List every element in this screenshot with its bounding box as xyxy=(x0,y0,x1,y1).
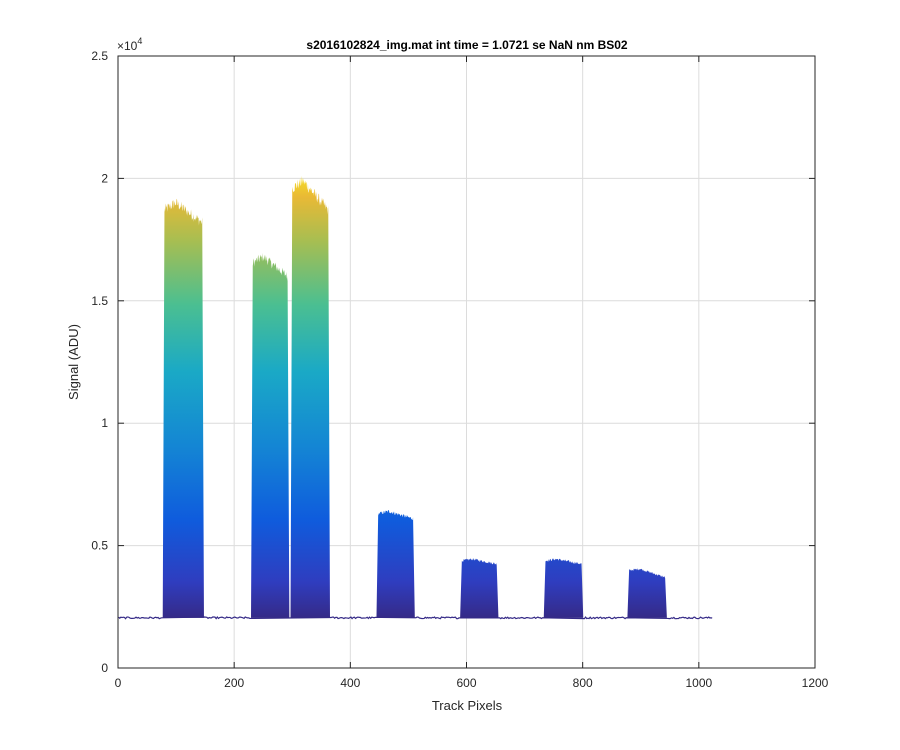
chart-title: s2016102824_img.mat int time = 1.0721 se… xyxy=(306,38,628,52)
signal-block-2 xyxy=(251,252,290,618)
x-tick-label: 600 xyxy=(456,676,476,690)
y-axis-ticks: 0 0.5 1 1.5 2 2.5 xyxy=(91,49,815,675)
y-tick-label: 1 xyxy=(101,416,108,430)
signal-block-1 xyxy=(162,198,204,618)
x-tick-label: 200 xyxy=(224,676,244,690)
signal-block-5 xyxy=(460,558,499,618)
signal-block-7 xyxy=(627,568,667,618)
x-tick-label: 800 xyxy=(573,676,593,690)
baseline-line xyxy=(118,616,713,620)
y-tick-label: 0.5 xyxy=(91,539,108,553)
grid-lines xyxy=(118,56,815,668)
y-exponent-base: ×10 xyxy=(117,39,138,53)
y-axis-label: Signal (ADU) xyxy=(66,324,81,400)
baseline-trace xyxy=(118,616,713,620)
signal-block-6 xyxy=(543,558,584,618)
x-tick-label: 400 xyxy=(340,676,360,690)
x-tick-label: 1000 xyxy=(685,676,712,690)
signal-block-3 xyxy=(290,176,330,618)
signal-block-4 xyxy=(376,510,415,618)
y-exponent-power: 4 xyxy=(137,36,142,46)
y-tick-label: 1.5 xyxy=(91,294,108,308)
x-axis-ticks: 0 200 400 600 800 1000 1200 xyxy=(115,56,829,690)
y-exponent-label: ×104 xyxy=(117,36,142,53)
y-tick-label: 2.5 xyxy=(91,49,108,63)
y-tick-label: 0 xyxy=(101,661,108,675)
x-tick-label: 1200 xyxy=(802,676,829,690)
signal-areas xyxy=(162,176,667,618)
y-tick-label: 2 xyxy=(101,171,108,185)
x-tick-label: 0 xyxy=(115,676,122,690)
x-axis-label: Track Pixels xyxy=(432,698,503,713)
